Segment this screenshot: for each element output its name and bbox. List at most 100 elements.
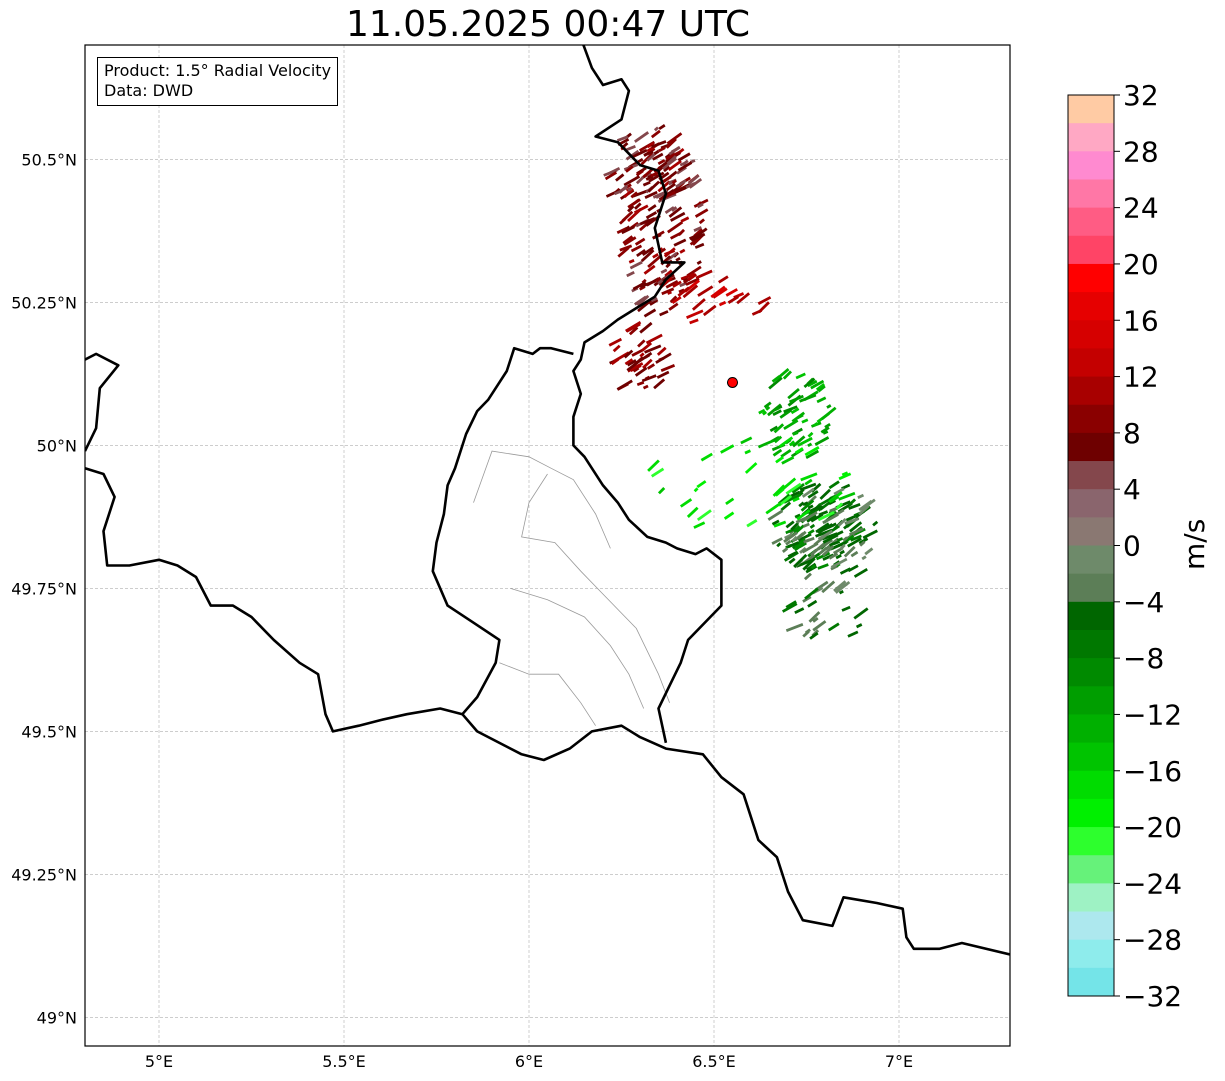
radar-echo bbox=[827, 622, 840, 632]
radar-echo bbox=[625, 322, 641, 333]
radar-echo bbox=[623, 187, 634, 199]
radar-echo bbox=[817, 563, 829, 570]
radar-echo bbox=[627, 207, 642, 223]
radar-echo bbox=[763, 401, 772, 409]
radar-echo bbox=[837, 517, 847, 527]
radar-echo bbox=[680, 216, 690, 223]
radar-echo bbox=[794, 513, 801, 519]
radar-echo bbox=[662, 192, 677, 201]
radar-echo bbox=[853, 567, 868, 578]
radar-echo bbox=[644, 190, 658, 199]
radar-echo bbox=[696, 202, 704, 209]
radar-echo bbox=[775, 456, 785, 464]
radar-echo bbox=[652, 253, 659, 259]
radar-echo bbox=[793, 553, 808, 568]
radar-echo bbox=[791, 483, 805, 494]
radar-echo bbox=[639, 279, 657, 289]
colorbar-tick-label: −8 bbox=[1123, 642, 1164, 675]
radar-echo bbox=[841, 471, 849, 477]
radar-echo bbox=[641, 374, 657, 383]
radar-echo bbox=[629, 260, 643, 270]
radar-echo bbox=[691, 298, 706, 311]
radar-echo bbox=[667, 220, 684, 234]
radar-echo bbox=[765, 502, 782, 515]
radar-echo bbox=[790, 521, 800, 531]
radar-echo bbox=[809, 523, 816, 529]
colorbar-segment bbox=[1068, 770, 1114, 800]
radar-echo bbox=[835, 553, 842, 560]
radar-echo bbox=[637, 299, 652, 313]
radar-echo bbox=[765, 405, 771, 411]
radar-echo bbox=[810, 379, 825, 390]
radar-echo bbox=[645, 333, 663, 345]
data-source-label: Data: DWD bbox=[104, 81, 194, 100]
radar-echo bbox=[634, 295, 647, 306]
radar-echo bbox=[632, 281, 647, 291]
radar-echo bbox=[659, 310, 669, 317]
radar-echo bbox=[757, 439, 775, 449]
radar-echo bbox=[624, 358, 634, 366]
radar-echo bbox=[800, 499, 815, 512]
radar-echo bbox=[694, 208, 709, 218]
radar-echo bbox=[781, 602, 798, 613]
radar-echo bbox=[815, 522, 830, 534]
radar-echo bbox=[639, 321, 653, 334]
radar-echo bbox=[839, 549, 845, 555]
radar-echo bbox=[720, 444, 735, 454]
colorbar-segment bbox=[1068, 939, 1114, 969]
radar-echo bbox=[665, 262, 671, 269]
colorbar-tick-label: 12 bbox=[1123, 361, 1159, 394]
radar-echo bbox=[788, 557, 796, 565]
radar-echo bbox=[657, 146, 666, 153]
radar-echo bbox=[678, 288, 685, 294]
lon-tick-label: 5.5°E bbox=[322, 1052, 366, 1071]
radar-echo bbox=[727, 295, 740, 304]
radar-echo bbox=[664, 269, 673, 278]
radar-echo bbox=[725, 288, 738, 297]
radar-echo bbox=[671, 206, 678, 212]
radar-echo bbox=[787, 541, 800, 549]
radar-echo bbox=[643, 308, 657, 318]
radar-echo bbox=[771, 537, 783, 545]
radar-echo bbox=[668, 206, 683, 218]
radar-echo bbox=[812, 620, 827, 632]
radar-echo bbox=[835, 502, 844, 510]
radar-echo bbox=[718, 300, 727, 307]
colorbar-segment bbox=[1068, 967, 1114, 997]
radar-echo bbox=[826, 404, 832, 409]
colorbar-unit-label: m/s bbox=[1178, 518, 1211, 570]
colorbar-tick-label: 28 bbox=[1123, 135, 1159, 168]
longitude-ticks: 5°E 5.5°E 6°E 6.5°E 7°E bbox=[145, 1052, 913, 1071]
colorbar-tick-label: −4 bbox=[1123, 586, 1164, 619]
radar-echo bbox=[677, 152, 691, 162]
radar-echo bbox=[807, 379, 818, 388]
radar-echo bbox=[690, 232, 706, 242]
radar-echo bbox=[655, 276, 662, 283]
radar-echo bbox=[675, 179, 687, 189]
radar-echo bbox=[857, 493, 865, 499]
radar-echo bbox=[625, 225, 631, 231]
radar-echo bbox=[664, 206, 675, 215]
radar-echo bbox=[641, 342, 653, 352]
radar-echo bbox=[772, 409, 782, 417]
radar-echo bbox=[842, 536, 848, 542]
radar-echo bbox=[622, 235, 634, 245]
radar-echo bbox=[785, 600, 797, 609]
radar-echo bbox=[795, 558, 814, 568]
radar-echo bbox=[634, 366, 648, 377]
radar-echo bbox=[629, 198, 641, 208]
radar-echo bbox=[783, 531, 798, 543]
radar-echo bbox=[794, 607, 805, 615]
district-border bbox=[499, 662, 596, 726]
radar-echo bbox=[680, 272, 696, 281]
radar-echo bbox=[807, 442, 813, 448]
radar-echo bbox=[636, 248, 646, 258]
radar-echo bbox=[630, 191, 638, 199]
radar-echo bbox=[677, 286, 690, 297]
radar-echo bbox=[698, 218, 705, 225]
radar-echo bbox=[801, 418, 809, 424]
radar-echo bbox=[802, 522, 810, 528]
radar-echo bbox=[616, 227, 628, 235]
radar-echo bbox=[787, 550, 798, 558]
radar-echo bbox=[744, 462, 758, 474]
